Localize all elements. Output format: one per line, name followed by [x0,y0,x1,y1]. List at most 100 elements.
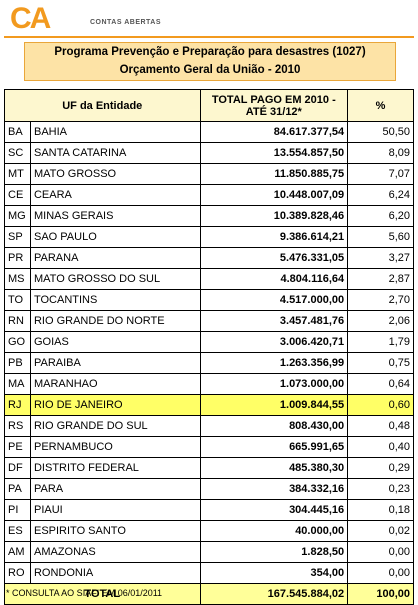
total-percent: 100,00 [347,583,414,605]
total-paid: 808.430,00 [199,415,349,437]
state-name: MATO GROSSO DO SUL [29,268,201,290]
total-paid: 4.517.000,00 [199,289,349,311]
state-name: RIO GRANDE DO SUL [29,415,201,437]
row: MG MINAS GERAIS 10.389.828,46 6,20 [4,205,414,227]
percent: 2,87 [347,268,414,290]
total-paid: 9.386.614,21 [199,226,349,248]
state-name: ESPIRITO SANTO [29,520,201,542]
percent: 0,23 [347,478,414,500]
state-name: SAO PAULO [29,226,201,248]
column-header: TOTAL PAGO EM 2010 - ATÉ 31/12* [199,89,349,122]
percent: 0,64 [347,373,414,395]
row: DF DISTRITO FEDERAL 485.380,30 0,29 [4,457,414,479]
total-paid: 354,00 [199,562,349,584]
percent: 1,79 [347,331,414,353]
percent: 0,02 [347,520,414,542]
row: GO GOIAS 3.006.420,71 1,79 [4,331,414,353]
uf: AM [4,541,31,563]
total-paid: 13.554.857,50 [199,142,349,164]
row: PA PARA 384.332,16 0,23 [4,478,414,500]
row: PE PERNAMBUCO 665.991,65 0,40 [4,436,414,458]
state-name: MATO GROSSO [29,163,201,185]
logo: CA [10,2,51,35]
row: RO RONDONIA 354,00 0,00 [4,562,414,584]
state-name: PIAUI [29,499,201,521]
row: PI PIAUI 304.445,16 0,18 [4,499,414,521]
percent: 8,09 [347,142,414,164]
uf: RS [4,415,31,437]
state-name: PARA [29,478,201,500]
percent: 7,07 [347,163,414,185]
percent: 0,18 [347,499,414,521]
total-paid: 485.380,30 [199,457,349,479]
percent: 6,24 [347,184,414,206]
row: RN RIO GRANDE DO NORTE 3.457.481,76 2,06 [4,310,414,332]
total-label: TOTAL [4,583,201,605]
uf: CE [4,184,31,206]
total-paid: 10.448.007,09 [199,184,349,206]
uf: GO [4,331,31,353]
state-name: MARANHAO [29,373,201,395]
uf: SP [4,226,31,248]
percent: 2,06 [347,310,414,332]
percent: 0,60 [347,394,414,416]
state-name: CEARA [29,184,201,206]
row: RJ RIO DE JANEIRO 1.009.844,55 0,60 [4,394,414,416]
table: UF da Entidade TOTAL PAGO EM 2010 - ATÉ … [4,89,414,605]
total-paid: 304.445,16 [199,499,349,521]
total-paid: 167.545.884,02 [199,583,349,605]
percent: 0,29 [347,457,414,479]
subtitle: Orçamento Geral da União - 2010 [119,64,301,76]
row: RS RIO GRANDE DO SUL 808.430,00 0,48 [4,415,414,437]
percent: 0,00 [347,562,414,584]
column-header: UF da Entidade [4,89,201,122]
row: AM AMAZONAS 1.828,50 0,00 [4,541,414,563]
total-paid: 3.457.481,76 [199,310,349,332]
row: MS MATO GROSSO DO SUL 4.804.116,64 2,87 [4,268,414,290]
row: SC SANTA CATARINA 13.554.857,50 8,09 [4,142,414,164]
total-paid: 4.804.116,64 [199,268,349,290]
total-paid: 384.332,16 [199,478,349,500]
percent: 3,27 [347,247,414,269]
percent: 5,60 [347,226,414,248]
row: TO TOCANTINS 4.517.000,00 2,70 [4,289,414,311]
uf: RJ [4,394,31,416]
header: CA CONTAS ABERTAS [4,2,414,38]
uf: BA [4,121,31,143]
state-name: PERNAMBUCO [29,436,201,458]
row: PR PARANA 5.476.331,05 3,27 [4,247,414,269]
state-name: MINAS GERAIS [29,205,201,227]
state-name: PARANA [29,247,201,269]
uf: SC [4,142,31,164]
percent: 0,40 [347,436,414,458]
state-name: RIO GRANDE DO NORTE [29,310,201,332]
row: MT MATO GROSSO 11.850.885,75 7,07 [4,163,414,185]
state-name: SANTA CATARINA [29,142,201,164]
total-row: TOTAL 167.545.884,02 100,00 [4,583,414,605]
row: ES ESPIRITO SANTO 40.000,00 0,02 [4,520,414,542]
uf: PR [4,247,31,269]
uf: PI [4,499,31,521]
brand: CONTAS ABERTAS [90,19,162,26]
total-paid: 5.476.331,05 [199,247,349,269]
total-paid: 1.009.844,55 [199,394,349,416]
total-paid: 40.000,00 [199,520,349,542]
state-name: DISTRITO FEDERAL [29,457,201,479]
percent: 2,70 [347,289,414,311]
row: BA BAHIA 84.617.377,54 50,50 [4,121,414,143]
percent: 6,20 [347,205,414,227]
percent: 0,75 [347,352,414,374]
total-paid: 11.850.885,75 [199,163,349,185]
row: CE CEARA 10.448.007,09 6,24 [4,184,414,206]
title-box: Programa Prevenção e Preparação para des… [24,42,396,81]
total-paid: 1.073.000,00 [199,373,349,395]
uf: PE [4,436,31,458]
total-paid: 84.617.377,54 [199,121,349,143]
title: Programa Prevenção e Preparação para des… [54,46,366,58]
uf: MA [4,373,31,395]
state-name: BAHIA [29,121,201,143]
total-paid: 10.389.828,46 [199,205,349,227]
uf: MS [4,268,31,290]
uf: PA [4,478,31,500]
